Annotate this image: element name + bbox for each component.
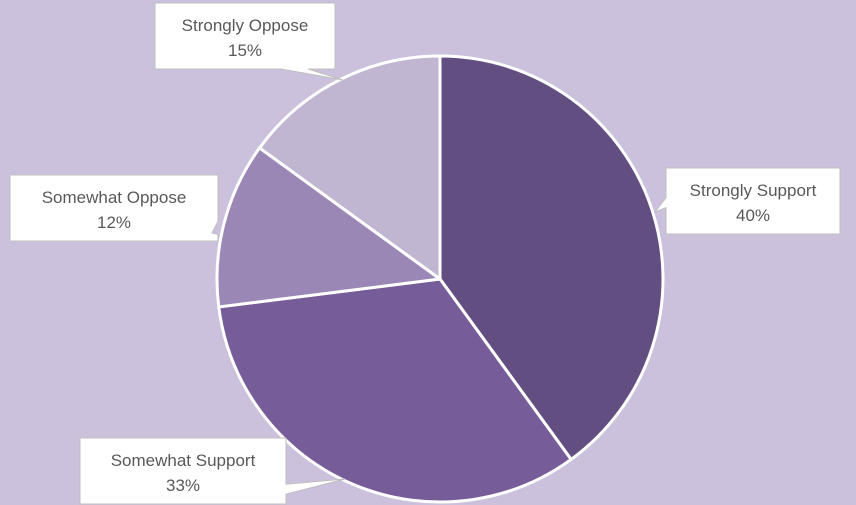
- callout-strongly-support: Strongly Support 40%: [653, 167, 841, 235]
- pie-slice-somewhat-oppose: [215, 146, 442, 309]
- pie-slices: [215, 54, 665, 504]
- callout-somewhat-oppose: Somewhat Oppose 12%: [9, 174, 219, 242]
- callout-strongly-oppose: Strongly Oppose 15%: [154, 2, 344, 81]
- slice-label: Strongly Support: [690, 181, 817, 200]
- slice-label: Somewhat Oppose: [42, 188, 187, 207]
- slice-value-label: 12%: [97, 213, 131, 232]
- callout-somewhat-support: Somewhat Support 33%: [79, 437, 346, 505]
- callout-box: [653, 167, 841, 235]
- callout-box: [9, 174, 219, 242]
- callout-box: [154, 2, 344, 81]
- pie-slice-somewhat-support: [217, 277, 573, 504]
- slice-label: Strongly Oppose: [182, 16, 309, 35]
- callout-box: [79, 437, 346, 505]
- slice-value-label: 40%: [736, 206, 770, 225]
- slice-value-label: 15%: [228, 41, 262, 60]
- pie-slice-strongly-support: [438, 54, 665, 461]
- slice-label: Somewhat Support: [111, 451, 256, 470]
- slice-value-label: 33%: [166, 476, 200, 495]
- pie-slice-strongly-oppose: [258, 54, 442, 281]
